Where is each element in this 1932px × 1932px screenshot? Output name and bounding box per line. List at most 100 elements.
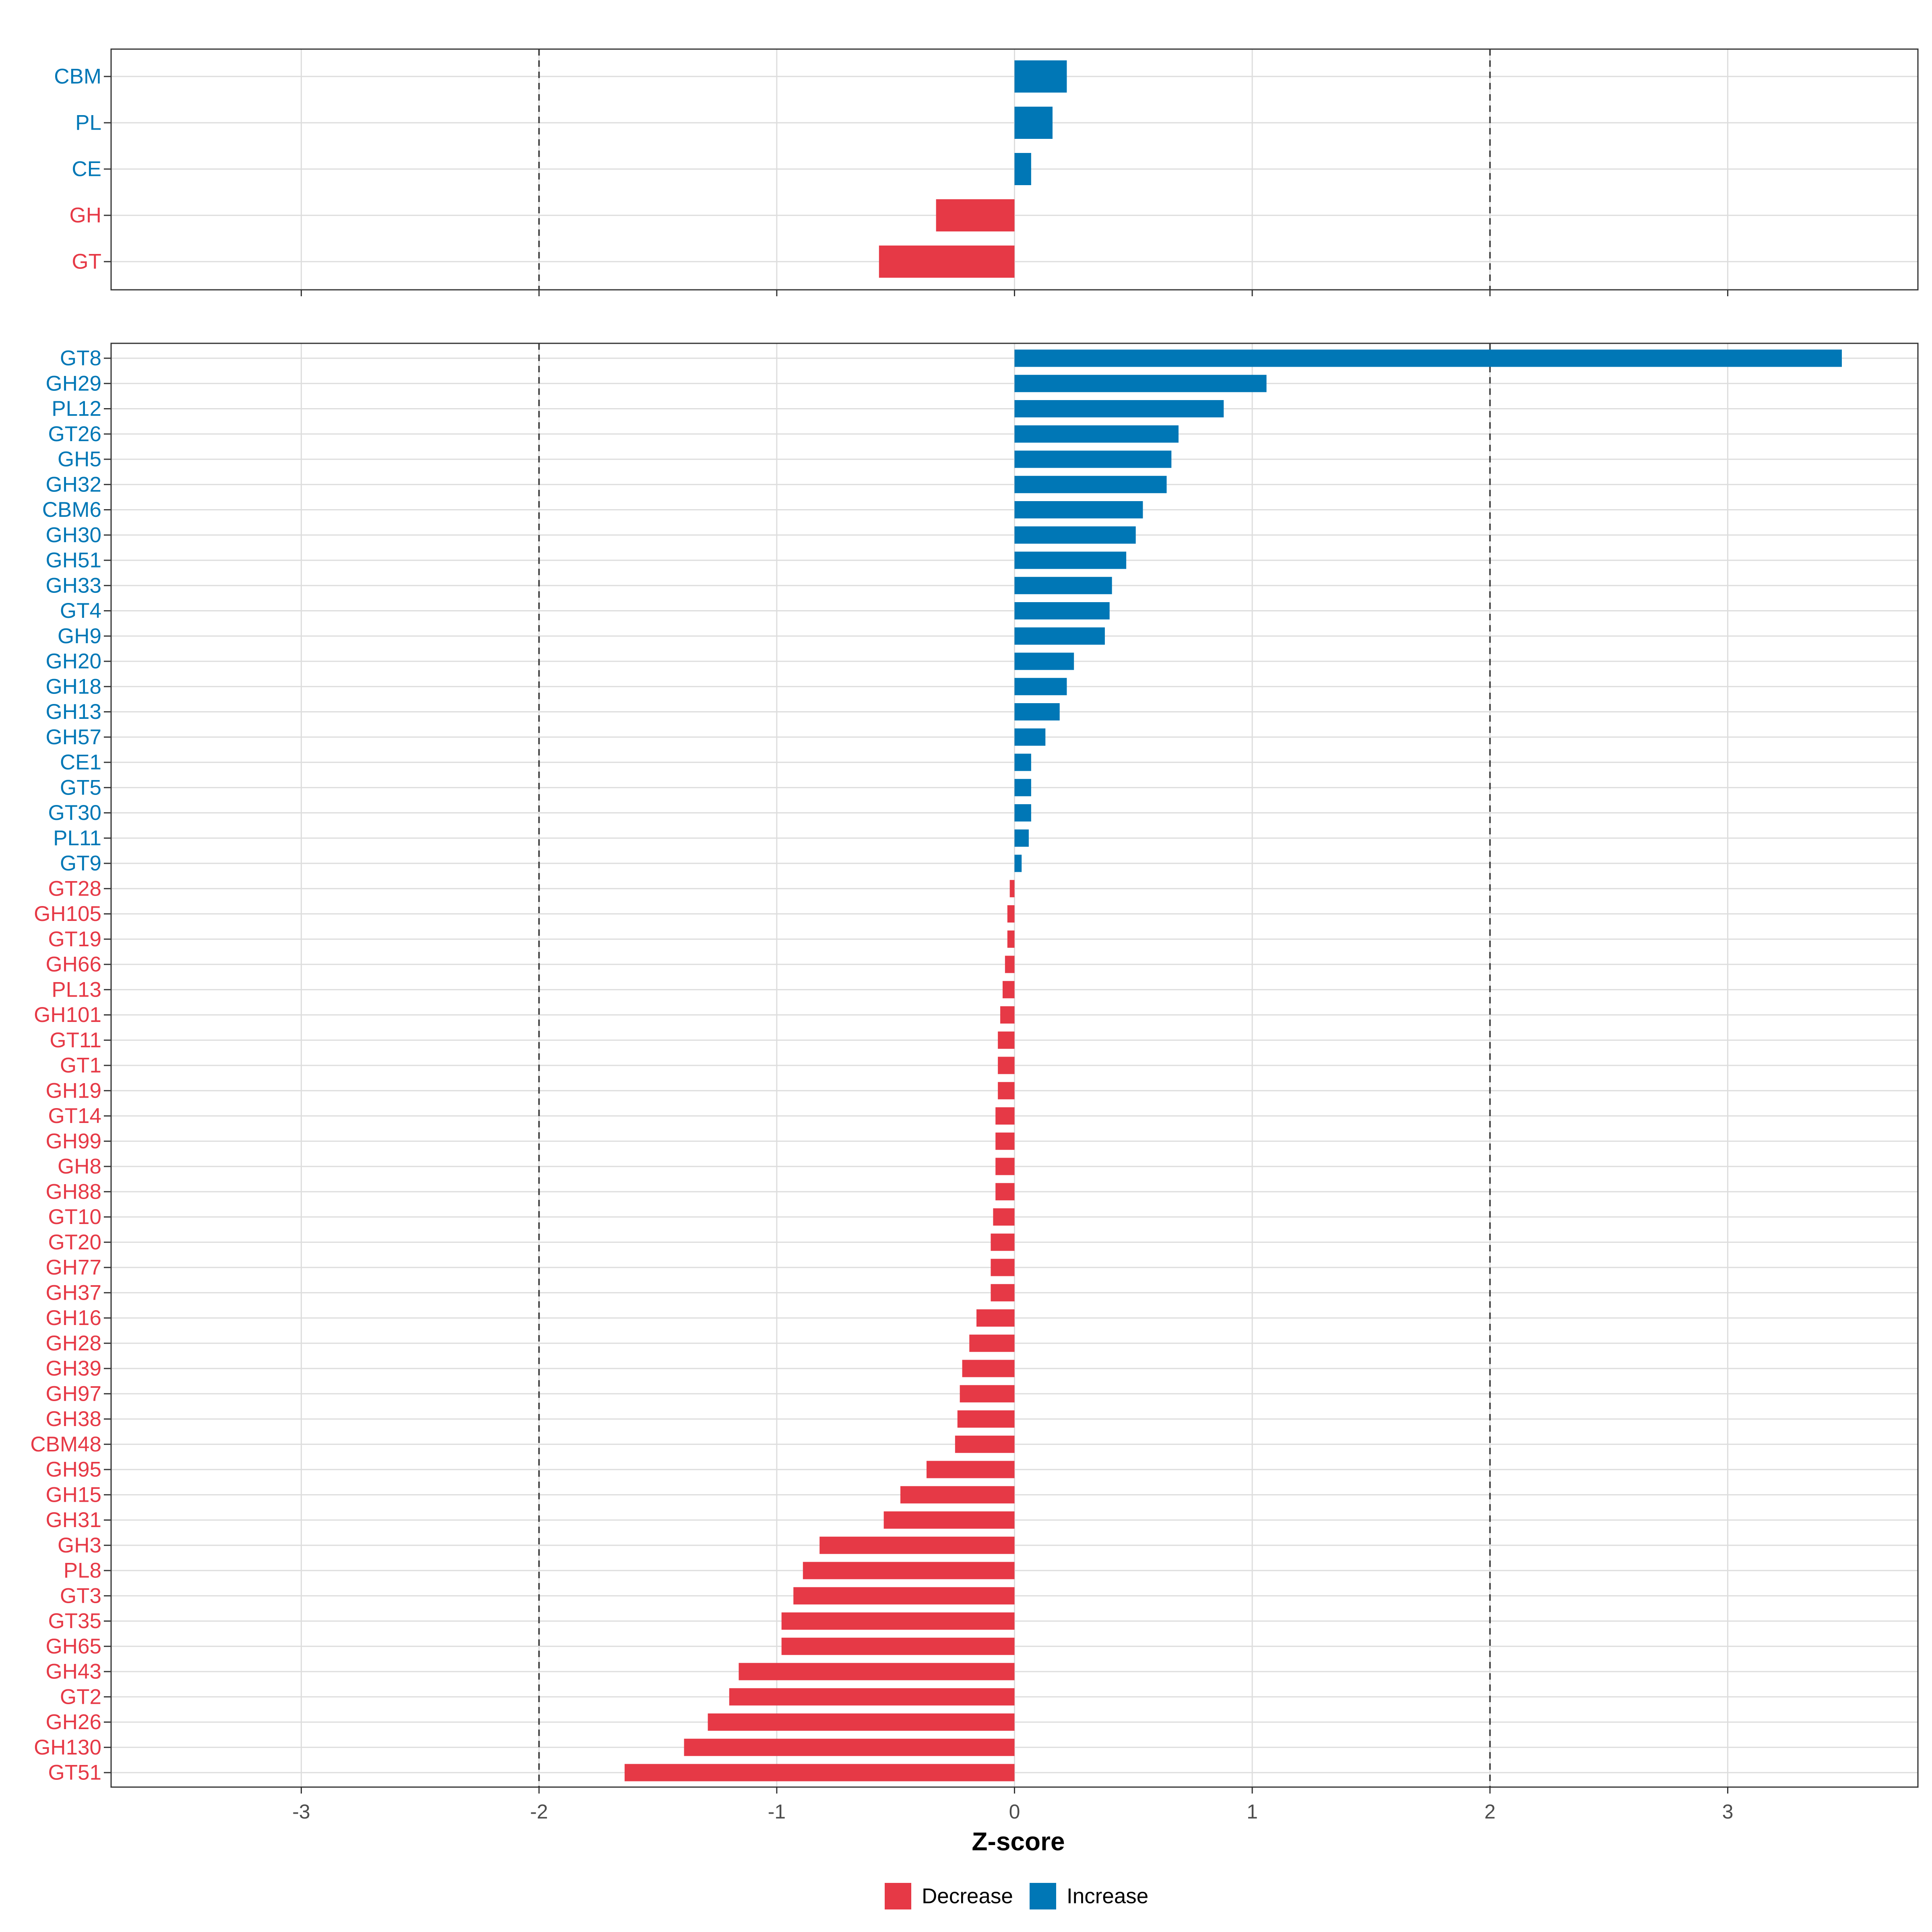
x-tick-label: -2 (530, 1800, 548, 1823)
category-label-gt35: GT35 (48, 1609, 101, 1633)
category-label-gt28: GT28 (48, 877, 101, 900)
bar-gt14 (995, 1107, 1015, 1125)
legend-swatch-decrease (885, 1883, 911, 1909)
category-label-pl13: PL13 (52, 978, 101, 1001)
category-label-gh3: GH3 (58, 1534, 101, 1557)
category-label-gh: GH (70, 204, 102, 227)
bar-gh13 (1014, 703, 1060, 720)
bar-gt2 (729, 1688, 1015, 1706)
category-label-gt: GT (72, 250, 101, 274)
category-label-gh95: GH95 (46, 1458, 101, 1482)
category-label-gh26: GH26 (46, 1710, 101, 1734)
bar-gh32 (1014, 476, 1167, 493)
legend: Decrease Increase (885, 1883, 1148, 1909)
bar-pl13 (1002, 981, 1015, 999)
category-label-gt3: GT3 (60, 1584, 101, 1608)
category-label-gh15: GH15 (46, 1483, 101, 1507)
category-label-cbm6: CBM6 (42, 498, 101, 522)
bar-gh95 (926, 1461, 1015, 1478)
category-label-pl11: PL11 (53, 826, 101, 850)
x-tick-label: 1 (1247, 1800, 1258, 1823)
category-label-gt11: GT11 (50, 1028, 101, 1052)
category-label-gh18: GH18 (46, 675, 101, 698)
category-label-ce: CE (72, 157, 101, 181)
bar-gh30 (1014, 526, 1136, 544)
bar-gh33 (1014, 577, 1112, 594)
bar-gh39 (962, 1360, 1015, 1377)
category-label-gh20: GH20 (46, 650, 101, 673)
class-panel-border (110, 48, 1919, 291)
category-label-gt19: GT19 (48, 927, 101, 951)
x-tick-label: 0 (1009, 1800, 1020, 1823)
bar-gt30 (1014, 804, 1031, 822)
bar-gh99 (995, 1132, 1015, 1150)
category-label-gh32: GH32 (46, 473, 101, 496)
category-label-pl8: PL8 (64, 1559, 101, 1583)
category-label-gh19: GH19 (46, 1079, 101, 1102)
category-label-gh28: GH28 (46, 1331, 101, 1355)
bar-cbm (1014, 60, 1067, 93)
category-label-gh38: GH38 (46, 1407, 101, 1431)
bar-gh20 (1014, 652, 1074, 670)
category-label-gt9: GT9 (60, 852, 101, 875)
category-label-gh37: GH37 (46, 1281, 101, 1305)
bar-gt9 (1014, 855, 1022, 872)
bar-pl8 (803, 1562, 1015, 1579)
bar-gt51 (624, 1764, 1015, 1781)
bar-ce1 (1014, 753, 1031, 771)
bar-gh130 (684, 1738, 1015, 1756)
category-label-ce1: CE1 (60, 751, 101, 774)
bar-gh8 (995, 1158, 1015, 1175)
category-label-pl12: PL12 (52, 397, 101, 421)
bar-gh19 (998, 1082, 1015, 1100)
category-label-gh9: GH9 (58, 624, 101, 648)
category-label-gt8: GT8 (60, 347, 101, 370)
category-label-gt51: GT51 (48, 1761, 101, 1785)
bar-gh43 (739, 1663, 1015, 1680)
category-label-gh5: GH5 (58, 448, 101, 471)
category-label-gt1: GT1 (60, 1054, 101, 1077)
bar-gh9 (1014, 627, 1105, 645)
bar-pl (1014, 107, 1053, 139)
bar-gt28 (1009, 880, 1015, 898)
bar-gh88 (995, 1183, 1015, 1201)
x-tick-label: -3 (292, 1800, 310, 1823)
bar-gh37 (991, 1284, 1015, 1302)
family-panel-border (110, 343, 1919, 1788)
category-label-gh51: GH51 (46, 549, 101, 572)
family-panel: GT8GH29PL12GT26GH5GH32CBM6GH30GH51GH33GT… (30, 343, 1919, 1794)
bar-gt26 (1014, 425, 1179, 443)
bar-gh15 (900, 1486, 1015, 1504)
bar-gh97 (960, 1385, 1015, 1403)
bar-gh29 (1014, 375, 1267, 392)
bar-pl12 (1014, 400, 1224, 417)
bar-gh77 (991, 1259, 1015, 1276)
bar-gh16 (976, 1309, 1015, 1327)
bar-gh66 (1005, 956, 1015, 973)
category-label-gh39: GH39 (46, 1357, 101, 1381)
bar-gt11 (998, 1031, 1015, 1049)
category-label-cbm48: CBM48 (30, 1432, 101, 1456)
bar-gt4 (1014, 602, 1110, 619)
bar-gt35 (781, 1612, 1015, 1630)
category-label-gt30: GT30 (48, 801, 101, 825)
category-label-gh29: GH29 (46, 372, 101, 395)
category-label-gt4: GT4 (60, 599, 101, 623)
bar-gh57 (1014, 728, 1046, 746)
bar-gt20 (991, 1233, 1015, 1251)
category-label-gh57: GH57 (46, 725, 101, 749)
x-tick-label: 2 (1484, 1800, 1496, 1823)
category-label-cbm: CBM (54, 65, 101, 89)
x-axis: -3 -2 -1 0 1 2 3 (292, 1800, 1733, 1823)
bar-gh26 (708, 1713, 1015, 1731)
category-label-gt10: GT10 (48, 1205, 101, 1229)
bar-gh38 (957, 1410, 1015, 1428)
category-label-gh31: GH31 (46, 1508, 101, 1532)
bar-cbm6 (1014, 501, 1143, 518)
category-label-gt20: GT20 (48, 1230, 101, 1254)
category-label-gh99: GH99 (46, 1129, 101, 1153)
category-label-gh88: GH88 (46, 1180, 101, 1203)
bar-gt3 (793, 1587, 1015, 1605)
